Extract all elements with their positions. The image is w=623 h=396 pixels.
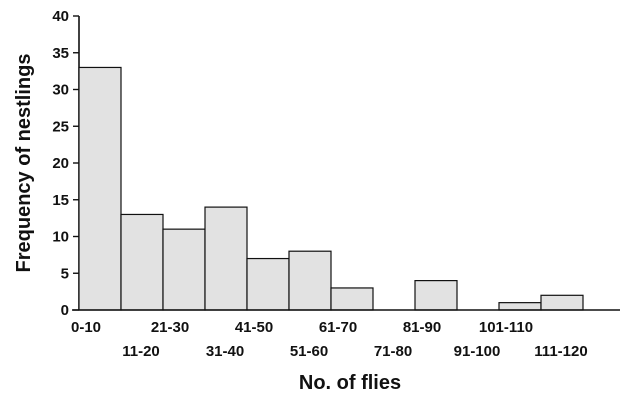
- x-tick-label: 71-80: [374, 343, 412, 360]
- y-axis-title: Frequency of nestlings: [13, 54, 35, 273]
- x-tick-label: 61-70: [319, 319, 357, 336]
- y-tick-label: 30: [52, 82, 69, 99]
- y-axis: 0 5 10 15 20 25 30 35 40: [52, 8, 80, 319]
- x-tick-label: 101-110: [479, 319, 533, 336]
- x-axis: 0-10 11-20 21-30 31-40 41-50 51-60 61-70 71-80 8…: [71, 309, 620, 360]
- bars: [78, 66, 584, 311]
- x-axis-title: No. of flies: [299, 372, 401, 394]
- x-tick-label: 111-120: [534, 343, 587, 360]
- y-tick-label: 5: [61, 265, 69, 282]
- x-tick-label: 11-20: [122, 343, 160, 360]
- x-tick-label: 21-30: [151, 319, 189, 336]
- y-tick-label: 40: [52, 8, 69, 25]
- y-tick-label: 0: [61, 302, 69, 319]
- bar-51-60: [288, 250, 332, 311]
- bar-101-110: [498, 302, 542, 311]
- bar-21-30: [162, 228, 206, 311]
- bar-0-10: [78, 66, 122, 311]
- bar-11-20: [120, 213, 164, 311]
- x-tick-label: 41-50: [235, 319, 273, 336]
- bar-81-90: [414, 280, 458, 311]
- bar-41-50: [246, 257, 290, 311]
- bar-61-70: [330, 287, 374, 311]
- x-tick-label: 81-90: [403, 319, 441, 336]
- x-tick-label: 51-60: [290, 343, 328, 360]
- x-tick-label: 0-10: [71, 319, 101, 336]
- y-tick-label: 10: [52, 229, 69, 246]
- x-tick-label: 31-40: [206, 343, 244, 360]
- bar-111-120: [540, 294, 584, 311]
- bar-31-40: [204, 206, 248, 311]
- y-tick-label: 15: [52, 192, 69, 209]
- y-tick-label: 25: [52, 118, 69, 135]
- x-tick-label: 91-100: [454, 343, 501, 360]
- y-tick-label: 20: [52, 155, 69, 172]
- y-tick-label: 35: [52, 45, 69, 62]
